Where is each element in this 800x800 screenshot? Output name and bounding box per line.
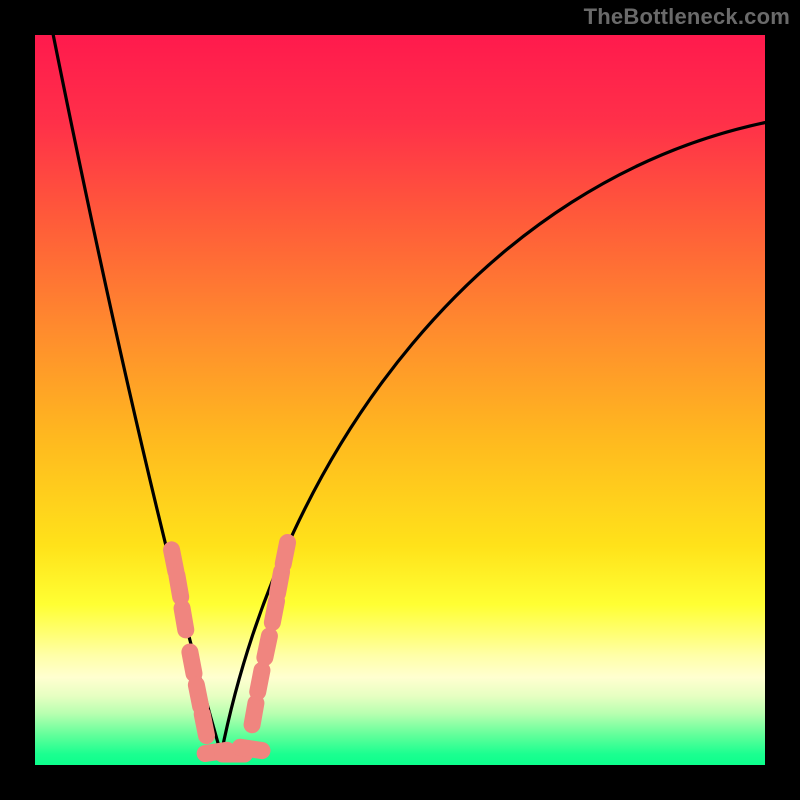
marker-capsule <box>202 714 206 736</box>
marker-capsule <box>278 572 282 594</box>
marker-capsule <box>196 685 200 707</box>
gradient-background <box>35 35 765 765</box>
stage: TheBottleneck.com <box>0 0 800 800</box>
marker-capsule <box>177 575 181 597</box>
marker-capsule <box>182 608 186 630</box>
marker-capsule <box>240 747 262 750</box>
marker-capsule <box>272 601 276 623</box>
marker-capsule <box>265 636 270 658</box>
marker-capsule <box>252 703 256 725</box>
plot-area <box>35 35 765 765</box>
chart-svg <box>35 35 765 765</box>
marker-capsule <box>283 543 287 565</box>
watermark-text: TheBottleneck.com <box>584 4 790 30</box>
marker-capsule <box>258 670 262 692</box>
marker-capsule <box>190 652 194 674</box>
